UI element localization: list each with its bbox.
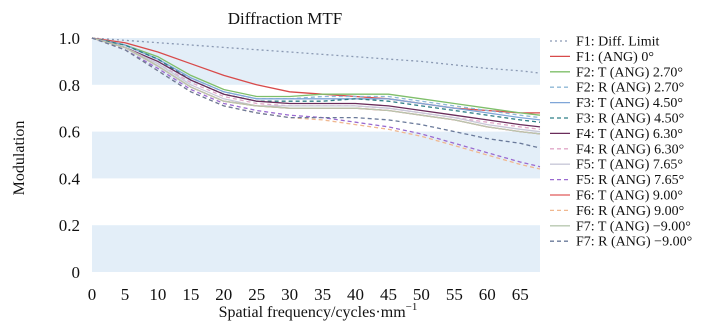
x-tick-label: 0 [88,285,97,304]
x-tick-label: 40 [347,285,364,304]
x-tick-label: 10 [149,285,166,304]
x-tick-label: 25 [248,285,265,304]
legend-label: F5: T (ANG) 7.65° [576,158,683,173]
legend-label: F3: R (ANG) 4.50° [576,112,684,127]
legend-label: F2: R (ANG) 2.70° [576,81,684,96]
x-tick-label: 5 [121,285,130,304]
chart-title: Diffraction MTF [228,9,342,28]
x-axis-label-text: Spatial frequency/cycles·mm [219,304,407,321]
x-tick-label: 65 [512,285,529,304]
y-tick-label: 0 [72,263,81,282]
series-layer [91,37,541,170]
legend-label: F6: R (ANG) 9.00° [576,204,684,219]
x-axis-label: Spatial frequency/cycles·mm−1 [219,301,418,321]
series-line-13 [91,37,541,135]
x-tick-label: 30 [281,285,298,304]
band-0 [92,225,540,272]
x-tick-label: 35 [314,285,331,304]
series-line-8 [91,37,541,130]
background-bands [92,38,540,272]
legend-label: F5: R (ANG) 7.65° [576,173,684,188]
y-tick-label: 1.0 [59,29,80,48]
legend-label: F2: T (ANG) 2.70° [576,65,683,80]
x-tick-label: 50 [413,285,430,304]
legend-label: F6: T (ANG) 9.00° [576,189,683,204]
x-axis-label-superscript: −1 [406,301,418,313]
legend-label: F1: (ANG) 0° [576,50,654,65]
legend-label: F7: T (ANG) −9.00° [576,219,691,234]
series-line-3 [91,37,541,116]
x-tick-label: 55 [446,285,463,304]
legend-label: F7: R (ANG) −9.00° [576,235,692,250]
x-tick-label: 15 [182,285,199,304]
series-line-14 [91,37,541,149]
x-tick-label: 45 [380,285,397,304]
band-1 [92,131,540,179]
x-tick-labels: 0 5 10 15 20 25 30 35 40 45 50 55 60 65 [88,285,529,304]
legend-label: F3: T (ANG) 4.50° [576,96,683,111]
legend-label: F4: T (ANG) 6.30° [576,127,683,142]
y-axis-label: Modulation [11,121,28,196]
y-tick-label: 0.6 [59,123,80,142]
series-line-5 [91,37,541,121]
x-tick-label: 20 [215,285,232,304]
y-tick-label: 0.8 [59,76,80,95]
x-tick-label: 60 [479,285,496,304]
series-line-9 [91,37,541,133]
legend-label: F4: R (ANG) 6.30° [576,142,684,157]
legend-label: F1: Diff. Limit [576,35,659,50]
y-tick-label: 0.2 [59,216,80,235]
y-tick-label: 0.4 [59,169,81,188]
series-line-7 [91,37,541,128]
y-tick-labels: 0 0.2 0.4 0.6 0.8 1.0 [59,29,81,282]
series-line-1 [91,37,541,74]
